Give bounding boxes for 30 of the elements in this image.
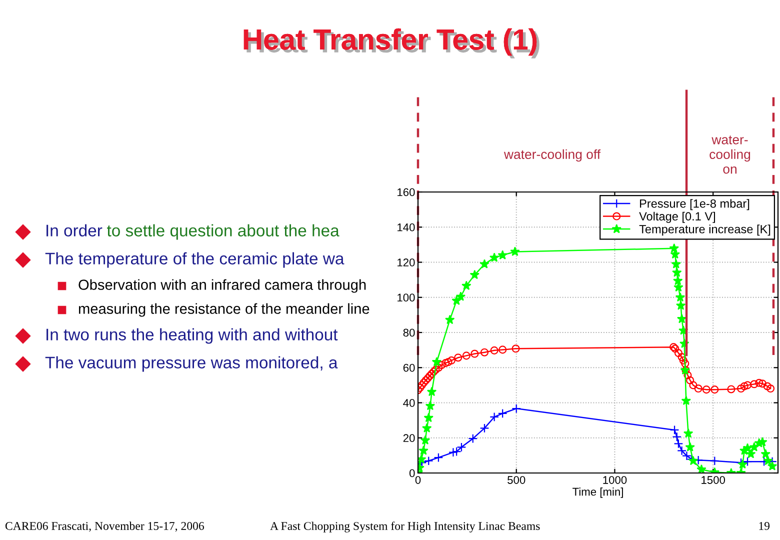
- legend-label: Pressure [1e-8 mbar]: [640, 199, 750, 210]
- y-tick-label: 100: [398, 294, 415, 302]
- y-tick-label: 60: [403, 364, 415, 372]
- text: In order: [46, 224, 102, 236]
- x-tick-label: 500: [508, 476, 526, 484]
- legend-label: Voltage [0.1 V]: [639, 212, 715, 223]
- y-tick-label: 120: [398, 258, 415, 266]
- x-tick-label: 1000: [603, 476, 627, 484]
- text: measuring the resistance of the meander line: [78, 303, 370, 317]
- y-tick-label: 0: [409, 469, 415, 478]
- y-tick-label: 20: [403, 434, 415, 442]
- x-axis-title: Time [min]: [572, 488, 623, 498]
- text: 19: [759, 522, 770, 530]
- legend-label: Temperature increase [K]: [639, 224, 770, 236]
- chart-title: Heat Transfer Test (1): [244, 28, 540, 58]
- y-tick-label: 160: [398, 188, 415, 196]
- text: A Fast Chopping System for High Intensity Linac Beams: [270, 522, 540, 532]
- text: water- cooling on: [710, 136, 750, 174]
- text: In two runs the heating with and without: [46, 328, 338, 344]
- x-tick-label: 1500: [702, 476, 726, 484]
- x-tick-label: 0: [415, 476, 421, 484]
- text: The vacuum pressure was monitored, a: [45, 356, 338, 372]
- text: to settle question about the hea: [107, 224, 340, 240]
- y-tick-label: 140: [398, 223, 415, 232]
- y-tick-label: 80: [403, 328, 415, 337]
- text: CARE06 Frascati, November 15-17, 2006: [5, 522, 204, 532]
- text: water-cooling off: [504, 149, 601, 162]
- text: Observation with an infrared camera through: [78, 279, 366, 293]
- y-tick-label: 40: [403, 399, 415, 407]
- text: The temperature of the ceramic plate wa: [45, 252, 344, 268]
